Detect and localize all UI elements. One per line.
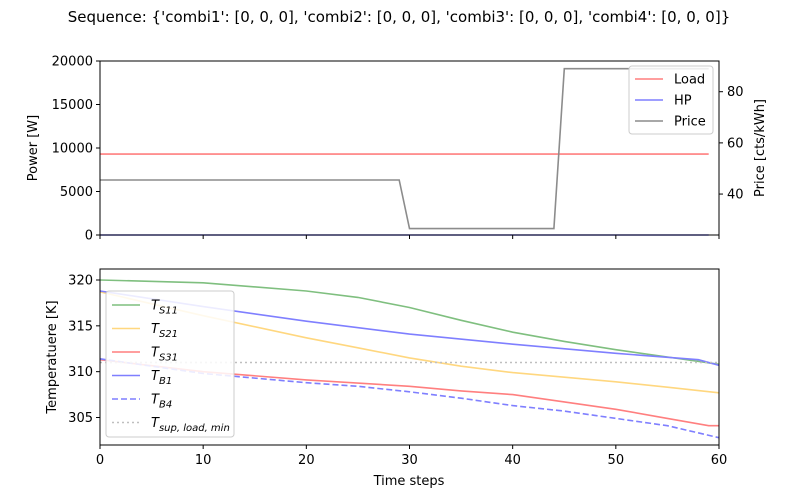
figure-title: Sequence: {'combi1': [0, 0, 0], 'combi2'…	[68, 8, 730, 26]
legend-label-symbol: T	[151, 393, 160, 408]
price-y-ticks: 40 60 80	[719, 85, 744, 203]
legend-label-symbol: T	[151, 369, 160, 384]
legend-label-t-s11: TS11	[151, 299, 178, 317]
x-tick-label: 40	[504, 453, 521, 468]
temperature-y-ticks: 305 310 315 320	[68, 274, 100, 426]
x-tick-label: 20	[298, 453, 315, 468]
temperature-series-lines	[99, 279, 720, 439]
legend-label-symbol: T	[151, 299, 160, 314]
legend-label-symbol: T	[151, 416, 160, 431]
temperature-y-axis-label: Temperatuere [K]	[45, 300, 60, 414]
y-tick-label: 0	[85, 229, 93, 244]
x-tick-label: 50	[608, 453, 625, 468]
price-y-axis-label: Price [cts/kWh]	[753, 99, 768, 197]
series-line-t-b4	[99, 358, 720, 439]
series-line-t-s31	[99, 358, 719, 427]
legend-label-subscript: sup, load, min	[159, 423, 230, 434]
y-tick-label: 10000	[52, 142, 93, 157]
legend-label-subscript: S11	[159, 306, 178, 317]
power-x-ticks	[99, 235, 720, 239]
x-axis-label: Time steps	[373, 474, 445, 489]
y-tick-label: 315	[68, 319, 93, 334]
y-tick-label: 5000	[60, 185, 93, 200]
series-line-t-s21	[99, 291, 720, 394]
y-tick-label: 305	[68, 411, 93, 426]
legend-box	[628, 65, 714, 135]
legend-label-t-s21: TS21	[151, 322, 178, 340]
legend-label-load: Load	[674, 73, 705, 88]
legend-label-subscript: S31	[159, 353, 178, 364]
temperature-plot-frame	[99, 268, 720, 446]
power-panel: 0 5000 10000 15000 20000 40 60 80 Power [W] Pr…	[26, 55, 768, 244]
power-y-ticks: 0 5000 10000 15000 20000	[52, 55, 100, 244]
power-plot-area	[100, 61, 719, 235]
y-right-tick-label: 40	[727, 188, 744, 203]
y-tick-label: 20000	[52, 55, 93, 70]
power-y-axis-label: Power [W]	[26, 115, 41, 181]
legend-label-price: Price	[674, 115, 706, 130]
series-line-price	[100, 67, 709, 230]
temperature-x-ticks: 0 10 20 30 40 50 60	[96, 445, 727, 468]
series-line-t-s11	[99, 279, 720, 366]
legend-label-subscript: B4	[159, 400, 172, 411]
legend-label-symbol: T	[151, 322, 160, 337]
y-tick-label: 15000	[52, 98, 93, 113]
legend-label-hp: HP	[674, 94, 692, 109]
legend-label-symbol: T	[151, 346, 160, 361]
y-right-tick-label: 80	[727, 85, 744, 100]
legend-box	[105, 290, 235, 438]
legend-label-subscript: B1	[159, 376, 172, 387]
temperature-panel: 305 310 315 320 0 10 20 30 40 50 60 Temperatuere …	[45, 268, 727, 489]
x-tick-label: 10	[195, 453, 212, 468]
y-tick-label: 310	[68, 365, 93, 380]
x-tick-label: 0	[96, 453, 104, 468]
legend-label-t-s31: TS31	[151, 346, 178, 364]
legend-label-subscript: S21	[159, 329, 178, 340]
y-right-tick-label: 60	[727, 136, 744, 151]
y-tick-label: 320	[68, 274, 93, 289]
power-plot-frame	[99, 60, 720, 236]
legend-label-t-sup-load-min: Tsup, load, min	[151, 416, 230, 434]
x-tick-label: 30	[401, 453, 418, 468]
legend-label-t-b4: TB4	[151, 393, 172, 411]
x-tick-label: 60	[711, 453, 728, 468]
legend-label-t-b1: TB1	[151, 369, 172, 387]
power-legend: Load HP Price	[628, 65, 714, 135]
